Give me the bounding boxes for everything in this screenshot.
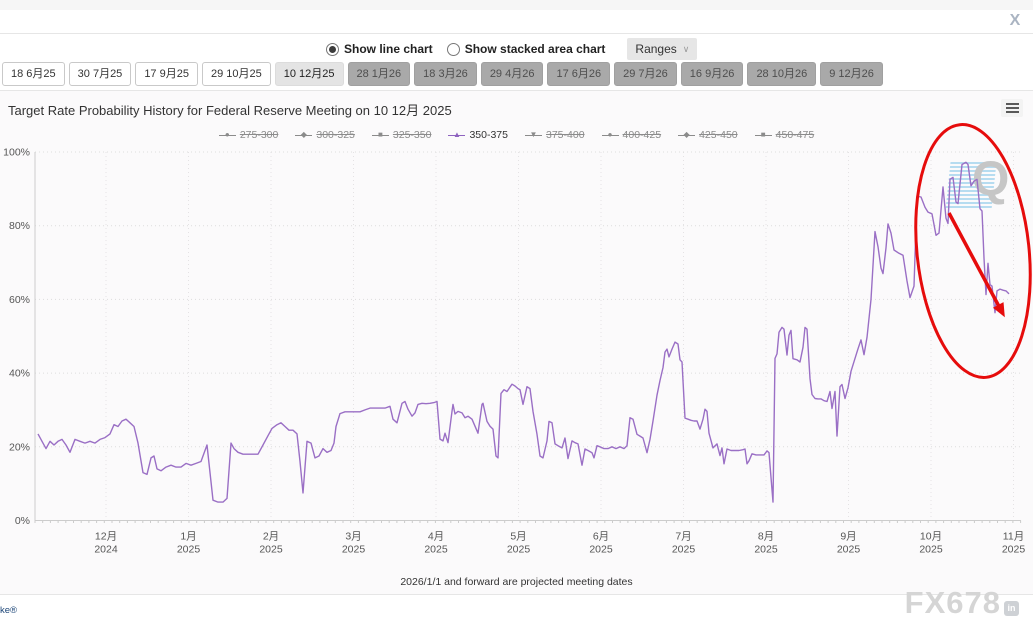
radio-line-label: Show line chart	[344, 42, 433, 56]
legend-marker-icon: ●	[601, 130, 619, 140]
ranges-dropdown[interactable]: Ranges ∨	[627, 38, 698, 60]
legend-marker-icon: ▲	[448, 130, 466, 140]
meeting-tab-10[interactable]: 16 9月26	[680, 62, 744, 87]
legend-marker-icon: ■	[754, 130, 772, 140]
legend-item-325-350[interactable]: ■ 325-350	[371, 129, 432, 141]
tabs-divider	[0, 90, 1033, 91]
radio-unselected-icon[interactable]	[446, 42, 460, 56]
legend-label: 350-375	[469, 129, 508, 141]
chevron-down-icon: ∨	[682, 43, 690, 54]
legend-marker-icon: ◆	[678, 130, 696, 140]
meeting-tab-6[interactable]: 18 3月26	[414, 62, 477, 87]
meeting-tab-3[interactable]: 29 10月25	[201, 62, 271, 87]
radio-show-line-chart[interactable]: Show line chart	[326, 42, 433, 56]
chart-title: Target Rate Probability History for Fede…	[8, 103, 452, 118]
legend-marker-icon: ●	[218, 130, 236, 140]
chart-card	[0, 91, 1033, 594]
meeting-date-tabs: 18 6月25 30 7月25 17 9月25 29 10月25 10 12月25 28 …	[2, 62, 883, 87]
legend-item-275-300[interactable]: ● 275-300	[218, 129, 279, 141]
legend-marker-icon: ◆	[295, 130, 313, 140]
radio-show-stacked-area-chart[interactable]: Show stacked area chart	[446, 42, 606, 56]
legend-label: 450-475	[775, 129, 815, 141]
ranges-label: Ranges	[635, 42, 677, 56]
radio-area-label: Show stacked area chart	[464, 42, 606, 56]
legend-label: 425-450	[699, 129, 738, 141]
meeting-tab-4[interactable]: 10 12月25	[274, 62, 344, 87]
linkedin-icon: in	[1004, 601, 1019, 616]
chart-legend: ● 275-300 ◆ 300-325 ■ 325-350 ▲ 350-375 ▼ 375-400…	[0, 129, 1033, 141]
close-icon[interactable]: X	[1009, 12, 1021, 29]
meeting-tab-1[interactable]: 30 7月25	[68, 62, 132, 87]
bottom-left-trademark: ke®	[0, 605, 18, 616]
meeting-tab-9[interactable]: 29 7月26	[614, 62, 677, 87]
legend-item-300-325[interactable]: ◆ 300-325	[295, 129, 355, 141]
radio-selected-icon[interactable]	[326, 42, 339, 56]
meeting-tab-12[interactable]: 9 12月26	[820, 62, 883, 87]
legend-item-450-475[interactable]: ■ 450-475	[754, 129, 815, 141]
projected-dates-note: 2026/1/1 and forward are projected meeti…	[400, 576, 633, 588]
fx678-watermark: FX678 in	[905, 587, 1019, 618]
meeting-tab-8[interactable]: 17 6月26	[547, 62, 611, 87]
meeting-tab-5[interactable]: 28 1月26	[347, 62, 411, 87]
q-watermark-letter: Q	[972, 153, 1010, 206]
footer-divider	[0, 594, 1033, 595]
legend-item-375-400[interactable]: ▼ 375-400	[525, 129, 585, 141]
legend-label: 300-325	[316, 129, 355, 141]
hamburger-menu-icon[interactable]	[1001, 99, 1023, 117]
legend-marker-icon: ■	[371, 130, 389, 140]
meeting-tab-11[interactable]: 28 10月26	[747, 62, 817, 87]
chart-type-controls: Show line chart Show stacked area chart …	[326, 38, 698, 60]
legend-label: 375-400	[546, 129, 585, 141]
meeting-tab-0[interactable]: 18 6月25	[2, 62, 65, 87]
meeting-tab-2[interactable]: 17 9月25	[135, 62, 198, 87]
header-divider	[0, 33, 1033, 34]
q-watermark: Q	[945, 153, 1012, 214]
legend-label: 325-350	[392, 129, 432, 141]
fx678-logo: FX678	[904, 585, 1001, 620]
legend-item-350-375[interactable]: ▲ 350-375	[448, 129, 508, 141]
legend-label: 275-300	[239, 129, 279, 141]
legend-item-425-450[interactable]: ◆ 425-450	[678, 129, 738, 141]
legend-marker-icon: ▼	[525, 130, 542, 140]
legend-item-400-425[interactable]: ● 400-425	[601, 129, 662, 141]
meeting-tab-7[interactable]: 29 4月26	[480, 62, 544, 87]
top-strip	[0, 0, 1033, 10]
legend-label: 400-425	[622, 129, 662, 141]
